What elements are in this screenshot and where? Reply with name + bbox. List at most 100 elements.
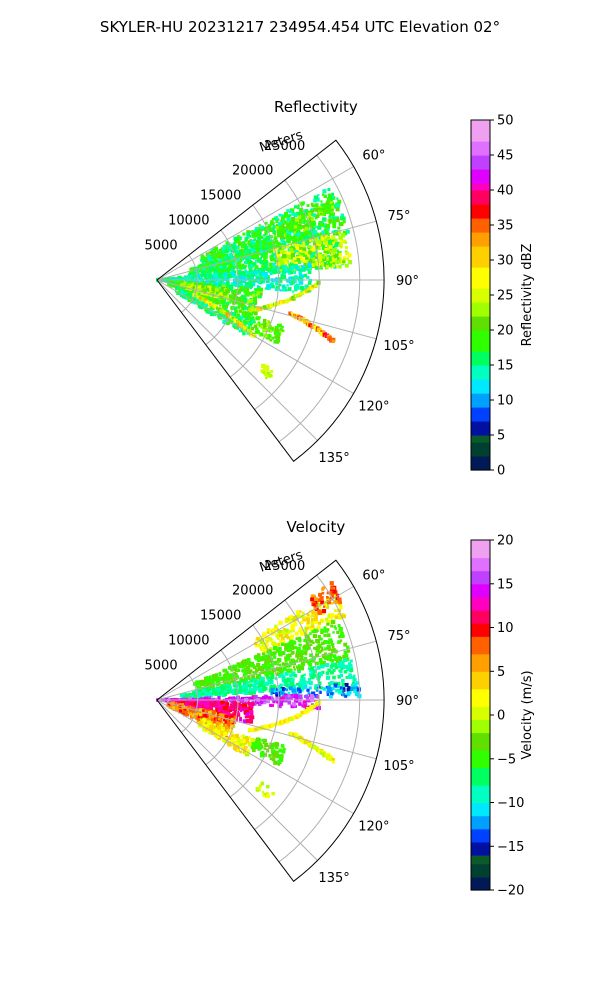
- echo-cell: [188, 703, 191, 706]
- echo-cell: [260, 677, 264, 681]
- echo-cell: [271, 698, 274, 701]
- echo-cell: [326, 676, 330, 680]
- echo-cell: [278, 647, 282, 651]
- echo-cell: [268, 226, 272, 230]
- echo-cell: [207, 288, 209, 290]
- echo-cell: [236, 313, 240, 317]
- echo-cell: [326, 596, 329, 599]
- echo-cell: [211, 297, 214, 300]
- azimuth-tick-label: 135°: [318, 451, 349, 466]
- echo-cell: [331, 602, 334, 605]
- echo-cell: [248, 313, 250, 315]
- echo-cell: [345, 264, 349, 268]
- echo-cell: [276, 226, 279, 229]
- echo-cell: [305, 285, 308, 288]
- echo-cell: [316, 646, 320, 650]
- echo-cell: [283, 258, 286, 261]
- range-tick-label: 10000: [168, 214, 209, 229]
- echo-cell: [237, 306, 240, 309]
- echo-cell: [332, 676, 336, 680]
- echo-cell: [336, 266, 338, 268]
- echo-cell: [328, 656, 332, 660]
- echo-cell: [253, 262, 257, 266]
- echo-cell: [252, 291, 255, 294]
- echo-cell: [245, 682, 247, 684]
- echo-cell: [247, 262, 250, 265]
- echo-cell: [337, 685, 340, 688]
- echo-cell: [342, 261, 345, 264]
- echo-cell: [318, 651, 321, 654]
- echo-cell: [306, 618, 310, 622]
- echo-cell: [275, 288, 278, 291]
- echo-cell: [310, 694, 314, 698]
- echo-cell: [332, 665, 335, 668]
- echo-cell: [224, 675, 226, 677]
- echo-cell: [339, 690, 342, 693]
- echo-cell: [233, 266, 235, 268]
- echo-cell: [270, 370, 273, 373]
- echo-cell: [299, 250, 302, 253]
- echo-cell: [257, 655, 260, 658]
- echo-cell: [308, 213, 311, 216]
- echo-cell: [230, 704, 232, 706]
- figure-title: SKYLER-HU 20231217 234954.454 UTC Elevat…: [100, 18, 500, 36]
- echo-cell: [300, 666, 304, 670]
- echo-cell: [307, 204, 310, 207]
- echo-cell: [211, 688, 214, 691]
- echo-cell: [285, 620, 288, 623]
- echo-cell: [279, 214, 282, 217]
- echo-cell: [238, 681, 241, 684]
- azimuth-tick-label: 105°: [383, 339, 414, 354]
- echo-cell: [239, 330, 242, 333]
- echo-cell: [316, 630, 319, 633]
- echo-cell: [278, 675, 281, 678]
- echo-cell: [251, 277, 253, 279]
- echo-cell: [264, 228, 267, 231]
- colorbar-segment: [471, 232, 490, 247]
- echo-cell: [274, 328, 278, 332]
- colorbar-segment: [471, 155, 490, 170]
- echo-cell: [285, 684, 288, 687]
- echo-cell: [312, 247, 316, 251]
- echo-cell: [273, 652, 275, 654]
- echo-cell: [294, 275, 298, 279]
- echo-cell: [311, 630, 314, 633]
- echo-cell: [265, 374, 267, 376]
- echo-cell: [273, 226, 276, 229]
- echo-cell: [274, 233, 277, 236]
- colorbar-tick-label: 5: [497, 429, 505, 444]
- echo-cell: [294, 646, 297, 649]
- echo-cell: [268, 243, 271, 246]
- echo-cell: [251, 250, 254, 253]
- echo-cell: [170, 280, 173, 283]
- echo-cell: [305, 257, 308, 260]
- echo-cell: [202, 256, 205, 259]
- echo-cell: [233, 237, 237, 241]
- echo-cell: [311, 611, 315, 615]
- echo-cell: [252, 664, 255, 667]
- echo-cell: [286, 239, 289, 242]
- echo-cell: [296, 610, 300, 614]
- velocity-panel: Velocity500010000150002000025000Meters60…: [145, 518, 535, 899]
- echo-cell: [223, 686, 227, 690]
- echo-cell: [252, 294, 255, 297]
- echo-cell: [211, 261, 215, 265]
- echo-cell: [300, 227, 303, 230]
- colorbar-segment: [471, 204, 490, 219]
- echo-cell: [332, 646, 335, 649]
- echo-cell: [233, 281, 236, 284]
- echo-cell: [335, 616, 338, 619]
- echo-cell: [255, 669, 259, 673]
- echo-cell: [334, 239, 338, 243]
- echo-cell: [289, 214, 292, 217]
- echo-cell: [339, 235, 343, 239]
- echo-cell: [294, 280, 297, 283]
- echo-cell: [211, 257, 213, 259]
- velocity-title: Velocity: [286, 518, 345, 536]
- echo-cell: [339, 605, 343, 609]
- echo-cell: [272, 701, 274, 703]
- echo-cell: [235, 254, 238, 257]
- echo-cell: [249, 718, 253, 722]
- range-tick-label: 15000: [200, 189, 241, 204]
